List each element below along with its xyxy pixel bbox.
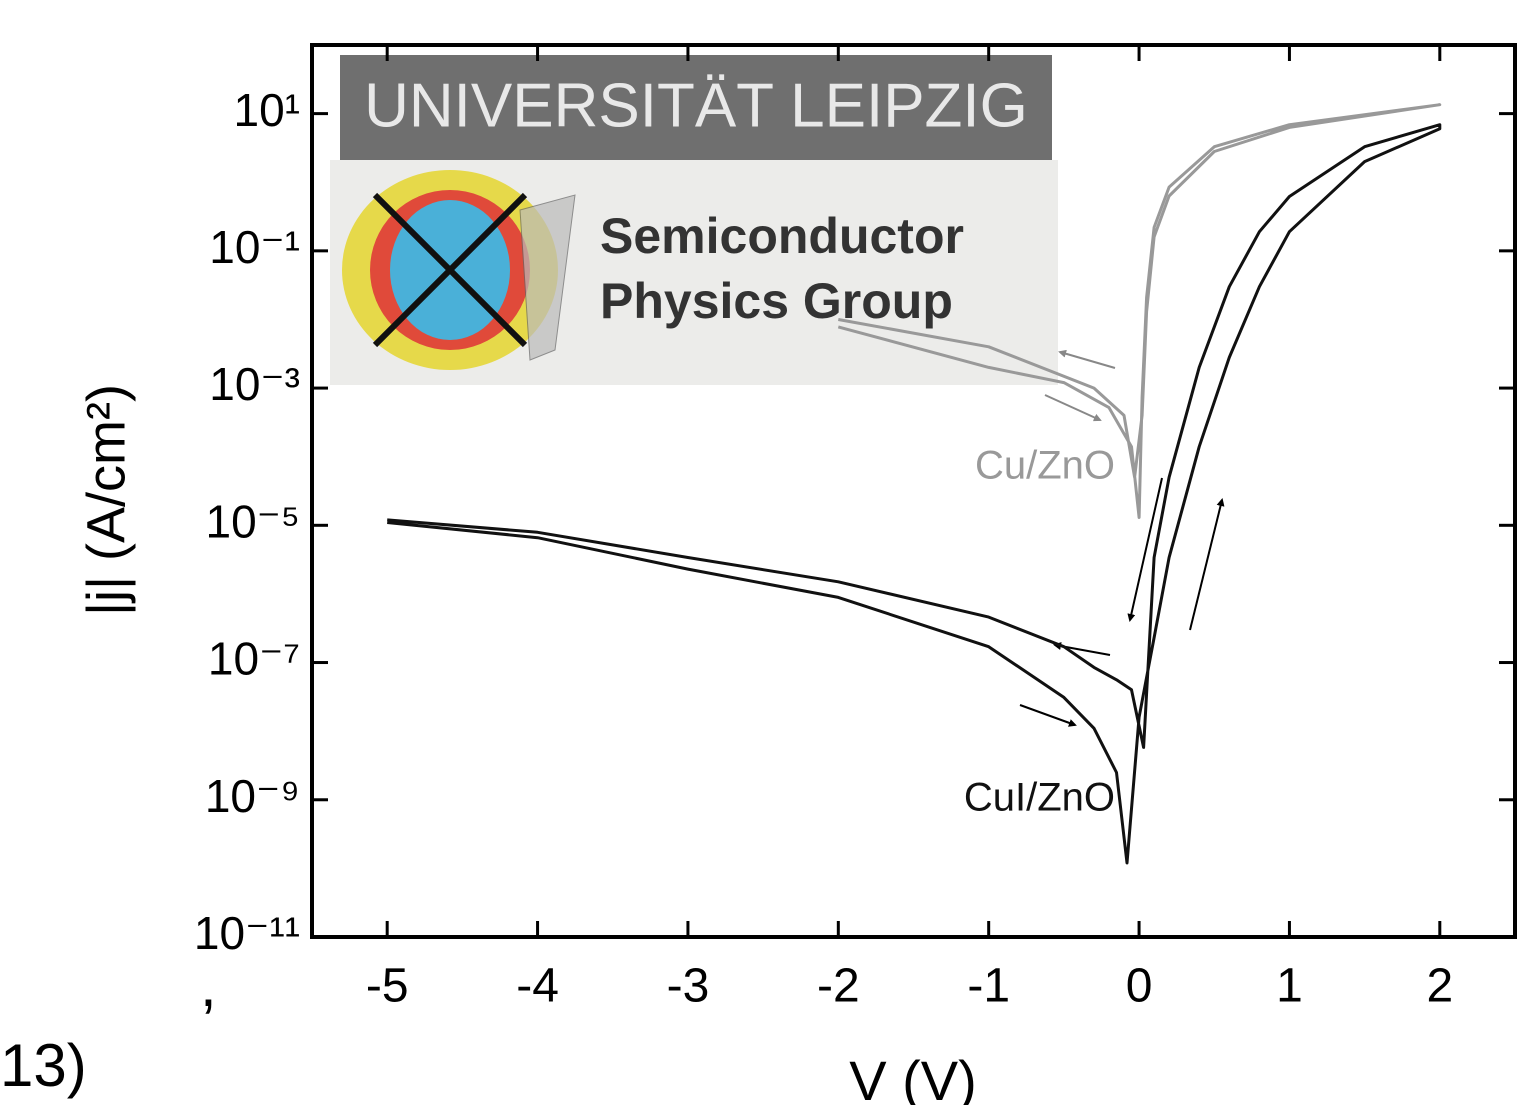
y-tick-label: 10⁻⁵ xyxy=(205,495,300,547)
x-tick-label: -3 xyxy=(667,960,710,1013)
x-tick-label: -2 xyxy=(817,960,860,1013)
y-tick-label: 10¹ xyxy=(234,84,300,136)
page: UNIVERSITÄT LEIPZIG Semiconductor Physic… xyxy=(0,0,1522,1105)
y-tick-label: 10⁻⁹ xyxy=(205,770,300,822)
y-axis-label: |j| (A/cm²) xyxy=(76,384,136,616)
x-tick-label: -5 xyxy=(366,960,409,1013)
x-tick-label: 0 xyxy=(1126,960,1153,1013)
x-tick-label: 2 xyxy=(1426,960,1453,1013)
chart: UNIVERSITÄT LEIPZIG Semiconductor Physic… xyxy=(0,0,1522,1105)
y-tick-label: 10⁻³ xyxy=(209,358,300,410)
y-tick-label: 10⁻⁷ xyxy=(208,633,300,685)
x-tick-label: -1 xyxy=(967,960,1010,1013)
y-tick-label: 10⁻¹ xyxy=(209,221,300,273)
logo-line: Semiconductor xyxy=(600,208,964,264)
series-label: CuI/ZnO xyxy=(964,776,1115,820)
arrows xyxy=(1020,352,1222,725)
arrow xyxy=(1020,705,1075,725)
text-fragment: 13) xyxy=(0,1032,87,1099)
x-axis-label: V (V) xyxy=(849,1049,977,1105)
x-tick-label: -4 xyxy=(516,960,559,1013)
arrow xyxy=(1190,500,1222,630)
text-fragment: , xyxy=(200,952,217,1019)
y-tick-label: 10⁻¹¹ xyxy=(194,907,300,959)
logo-line: Physics Group xyxy=(600,273,953,329)
logo-university: UNIVERSITÄT LEIPZIG xyxy=(364,71,1028,140)
series-label: Cu/ZnO xyxy=(975,444,1115,488)
logo: UNIVERSITÄT LEIPZIG Semiconductor Physic… xyxy=(330,55,1058,385)
x-tick-label: 1 xyxy=(1276,960,1303,1013)
arrow xyxy=(1060,352,1115,368)
